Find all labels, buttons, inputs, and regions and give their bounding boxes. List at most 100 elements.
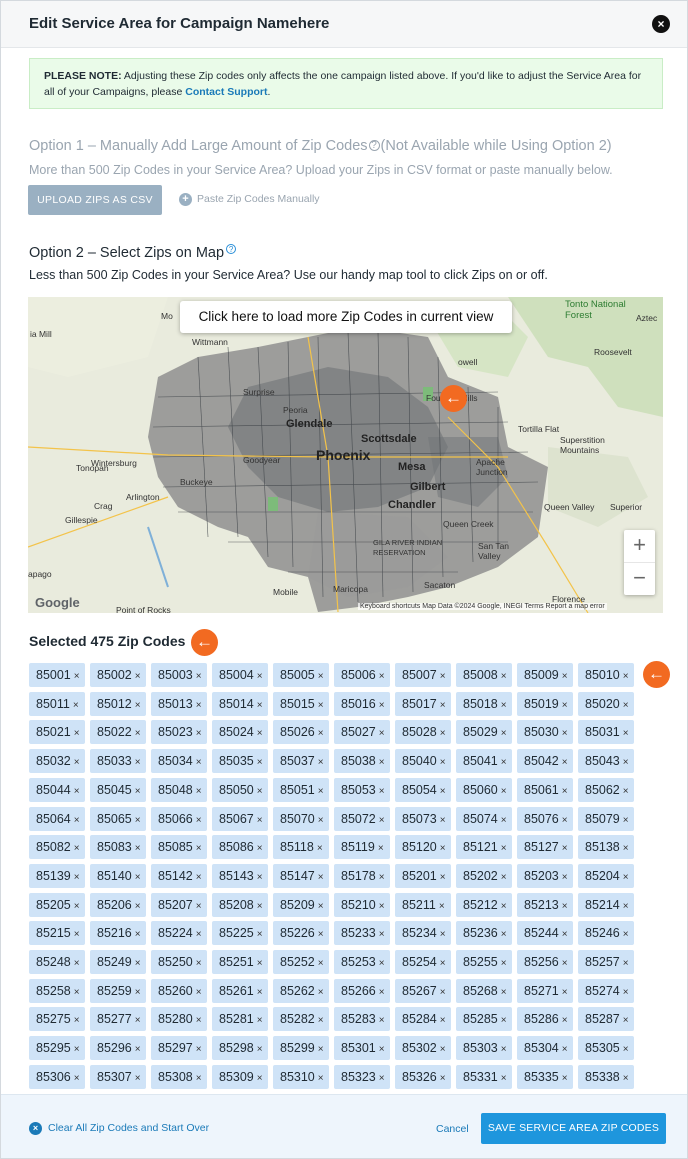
- remove-zip-icon[interactable]: ×: [73, 986, 80, 998]
- remove-zip-icon[interactable]: ×: [378, 1044, 385, 1056]
- clear-all-button[interactable]: × Clear All Zip Codes and Start Over: [29, 1122, 209, 1135]
- paste-zip-codes-button[interactable]: + Paste Zip Codes Manually: [179, 193, 320, 206]
- remove-zip-icon[interactable]: ×: [256, 900, 263, 912]
- remove-zip-icon[interactable]: ×: [561, 785, 568, 797]
- remove-zip-icon[interactable]: ×: [134, 1044, 141, 1056]
- remove-zip-icon[interactable]: ×: [439, 871, 446, 883]
- remove-zip-icon[interactable]: ×: [561, 958, 568, 969]
- remove-zip-icon[interactable]: ×: [439, 728, 446, 740]
- remove-zip-icon[interactable]: ×: [317, 986, 324, 998]
- remove-zip-icon[interactable]: ×: [378, 929, 385, 941]
- remove-zip-icon[interactable]: ×: [500, 1044, 507, 1056]
- remove-zip-icon[interactable]: ×: [378, 1072, 385, 1084]
- remove-zip-icon[interactable]: ×: [73, 1044, 80, 1056]
- remove-zip-icon[interactable]: ×: [256, 958, 263, 969]
- remove-zip-icon[interactable]: ×: [561, 986, 568, 998]
- remove-zip-icon[interactable]: ×: [622, 900, 629, 912]
- remove-zip-icon[interactable]: ×: [195, 900, 202, 912]
- remove-zip-icon[interactable]: ×: [195, 785, 202, 797]
- remove-zip-icon[interactable]: ×: [73, 843, 80, 855]
- remove-zip-icon[interactable]: ×: [134, 843, 141, 855]
- remove-zip-icon[interactable]: ×: [134, 814, 141, 826]
- remove-zip-icon[interactable]: ×: [73, 871, 80, 883]
- remove-zip-icon[interactable]: ×: [561, 843, 568, 855]
- remove-zip-icon[interactable]: ×: [561, 1015, 568, 1027]
- remove-zip-icon[interactable]: ×: [561, 728, 568, 740]
- remove-zip-icon[interactable]: ×: [500, 900, 507, 912]
- remove-zip-icon[interactable]: ×: [622, 843, 629, 855]
- zoom-in-button[interactable]: +: [633, 532, 646, 557]
- remove-zip-icon[interactable]: ×: [317, 1072, 324, 1084]
- remove-zip-icon[interactable]: ×: [622, 728, 629, 740]
- remove-zip-icon[interactable]: ×: [317, 757, 324, 769]
- remove-zip-icon[interactable]: ×: [73, 900, 80, 912]
- remove-zip-icon[interactable]: ×: [317, 785, 324, 797]
- remove-zip-icon[interactable]: ×: [377, 843, 384, 855]
- remove-zip-icon[interactable]: ×: [500, 1072, 507, 1084]
- close-icon[interactable]: ×: [652, 15, 670, 33]
- remove-zip-icon[interactable]: ×: [317, 929, 324, 941]
- remove-zip-icon[interactable]: ×: [73, 958, 80, 969]
- remove-zip-icon[interactable]: ×: [622, 929, 629, 941]
- info-icon[interactable]: ?: [368, 140, 380, 151]
- save-button[interactable]: SAVE SERVICE AREA ZIP CODES: [481, 1113, 666, 1144]
- remove-zip-icon[interactable]: ×: [73, 1072, 80, 1084]
- remove-zip-icon[interactable]: ×: [439, 929, 446, 941]
- remove-zip-icon[interactable]: ×: [256, 814, 263, 826]
- remove-zip-icon[interactable]: ×: [317, 728, 324, 740]
- remove-zip-icon[interactable]: ×: [500, 814, 507, 826]
- remove-zip-icon[interactable]: ×: [134, 958, 141, 969]
- remove-zip-icon[interactable]: ×: [439, 843, 446, 855]
- remove-zip-icon[interactable]: ×: [317, 814, 324, 826]
- upload-csv-button[interactable]: UPLOAD ZIPS AS CSV: [28, 185, 162, 215]
- remove-zip-icon[interactable]: ×: [438, 900, 445, 912]
- map-attribution[interactable]: Keyboard shortcuts Map Data ©2024 Google…: [358, 603, 607, 610]
- remove-zip-icon[interactable]: ×: [256, 671, 263, 682]
- remove-zip-icon[interactable]: ×: [500, 986, 507, 998]
- remove-zip-icon[interactable]: ×: [561, 699, 568, 711]
- remove-zip-icon[interactable]: ×: [256, 1044, 263, 1056]
- remove-zip-icon[interactable]: ×: [134, 1072, 141, 1084]
- remove-zip-icon[interactable]: ×: [256, 929, 263, 941]
- remove-zip-icon[interactable]: ×: [500, 871, 507, 883]
- remove-zip-icon[interactable]: ×: [195, 728, 202, 740]
- remove-zip-icon[interactable]: ×: [622, 1072, 629, 1084]
- remove-zip-icon[interactable]: ×: [378, 1015, 385, 1027]
- remove-zip-icon[interactable]: ×: [195, 871, 202, 883]
- remove-zip-icon[interactable]: ×: [622, 757, 629, 769]
- remove-zip-icon[interactable]: ×: [622, 871, 629, 883]
- remove-zip-icon[interactable]: ×: [439, 1072, 446, 1084]
- remove-zip-icon[interactable]: ×: [195, 699, 202, 711]
- remove-zip-icon[interactable]: ×: [622, 814, 629, 826]
- remove-zip-icon[interactable]: ×: [134, 900, 141, 912]
- remove-zip-icon[interactable]: ×: [500, 958, 507, 969]
- remove-zip-icon[interactable]: ×: [500, 728, 507, 740]
- remove-zip-icon[interactable]: ×: [378, 814, 385, 826]
- contact-support-link[interactable]: Contact Support: [185, 86, 268, 98]
- remove-zip-icon[interactable]: ×: [316, 843, 323, 855]
- remove-zip-icon[interactable]: ×: [134, 1015, 141, 1027]
- remove-zip-icon[interactable]: ×: [378, 871, 385, 883]
- remove-zip-icon[interactable]: ×: [561, 871, 568, 883]
- remove-zip-icon[interactable]: ×: [439, 757, 446, 769]
- remove-zip-icon[interactable]: ×: [561, 757, 568, 769]
- remove-zip-icon[interactable]: ×: [439, 785, 446, 797]
- remove-zip-icon[interactable]: ×: [439, 671, 446, 682]
- remove-zip-icon[interactable]: ×: [622, 958, 629, 969]
- remove-zip-icon[interactable]: ×: [439, 814, 446, 826]
- remove-zip-icon[interactable]: ×: [317, 699, 324, 711]
- load-more-zips-button[interactable]: Click here to load more Zip Codes in cur…: [180, 301, 512, 333]
- remove-zip-icon[interactable]: ×: [500, 843, 507, 855]
- remove-zip-icon[interactable]: ×: [72, 699, 79, 711]
- remove-zip-icon[interactable]: ×: [378, 900, 385, 912]
- cancel-button[interactable]: Cancel: [436, 1123, 469, 1135]
- remove-zip-icon[interactable]: ×: [195, 757, 202, 769]
- remove-zip-icon[interactable]: ×: [317, 871, 324, 883]
- remove-zip-icon[interactable]: ×: [134, 699, 141, 711]
- remove-zip-icon[interactable]: ×: [439, 1044, 446, 1056]
- remove-zip-icon[interactable]: ×: [195, 1044, 202, 1056]
- remove-zip-icon[interactable]: ×: [500, 1015, 507, 1027]
- remove-zip-icon[interactable]: ×: [73, 785, 80, 797]
- remove-zip-icon[interactable]: ×: [561, 929, 568, 941]
- remove-zip-icon[interactable]: ×: [256, 1015, 263, 1027]
